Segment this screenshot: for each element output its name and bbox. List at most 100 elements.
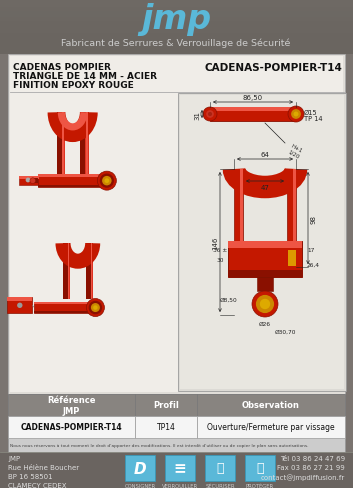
Bar — [135, 416, 197, 438]
Bar — [85, 113, 89, 175]
Text: TP14: TP14 — [157, 423, 175, 431]
Text: Observation: Observation — [242, 401, 300, 409]
Bar — [228, 242, 302, 249]
Bar — [90, 244, 93, 299]
Bar — [10, 57, 343, 392]
Text: Ouverture/Fermeture par vissage: Ouverture/Fermeture par vissage — [207, 423, 335, 431]
Circle shape — [91, 304, 100, 312]
Text: Fabricant de Serrures & Verrouillage de Sécurité: Fabricant de Serrures & Verrouillage de … — [61, 38, 291, 48]
Text: JMP
Rue Hélène Boucher
BP 16 58501
CLAMECY CEDEX: JMP Rue Hélène Boucher BP 16 58501 CLAME… — [8, 455, 79, 488]
Bar — [8, 394, 345, 452]
Bar — [56, 113, 62, 175]
Bar — [0, 22, 353, 24]
Circle shape — [97, 172, 116, 191]
Bar — [86, 113, 88, 175]
Text: VERROUILLER: VERROUILLER — [162, 483, 198, 488]
Text: H+1
1/20: H+1 1/20 — [287, 143, 303, 159]
Bar — [210, 108, 296, 122]
Bar — [85, 244, 90, 299]
Bar — [8, 55, 345, 394]
Bar — [0, 24, 353, 26]
Bar — [210, 108, 296, 112]
Bar — [0, 8, 353, 10]
Bar — [0, 18, 353, 20]
Circle shape — [206, 111, 214, 119]
Bar — [197, 394, 345, 416]
Text: Ø15: Ø15 — [304, 110, 318, 116]
Bar — [68, 244, 70, 299]
Bar — [0, 20, 353, 22]
Text: 146: 146 — [212, 236, 218, 249]
Circle shape — [208, 113, 212, 117]
Circle shape — [102, 177, 112, 186]
Bar — [205, 455, 235, 481]
Bar — [0, 14, 353, 16]
Text: TRIANGLE DE 14 MM - ACIER: TRIANGLE DE 14 MM - ACIER — [13, 72, 157, 81]
Bar — [228, 270, 302, 278]
Text: CONSIGNER: CONSIGNER — [125, 483, 156, 488]
Text: CADENAS POMPIER: CADENAS POMPIER — [13, 63, 111, 72]
Circle shape — [203, 108, 217, 122]
Text: 🔐: 🔐 — [256, 462, 264, 474]
Bar — [257, 278, 273, 291]
Circle shape — [89, 301, 102, 315]
Bar — [91, 244, 92, 299]
Text: Ø26: Ø26 — [259, 321, 271, 326]
Bar — [228, 242, 302, 278]
Text: PROTÉGER: PROTÉGER — [246, 483, 274, 488]
Bar — [288, 250, 296, 266]
Text: TP 14: TP 14 — [304, 116, 323, 122]
Bar — [0, 10, 353, 12]
Bar — [0, 12, 353, 14]
Bar — [62, 113, 64, 175]
Bar — [0, 36, 353, 38]
Text: Ø30,70: Ø30,70 — [275, 329, 297, 334]
Bar — [245, 455, 275, 481]
Bar — [0, 6, 353, 8]
Bar — [240, 170, 243, 242]
Text: 98: 98 — [310, 214, 316, 223]
Bar — [125, 455, 155, 481]
Bar — [0, 32, 353, 34]
Bar — [0, 34, 353, 36]
Text: 30: 30 — [216, 257, 224, 262]
Circle shape — [100, 174, 114, 188]
Text: Ø8,50: Ø8,50 — [220, 297, 238, 302]
Text: ≡: ≡ — [174, 461, 186, 475]
Bar — [0, 16, 353, 18]
Text: FINITION EPOXY ROUGE: FINITION EPOXY ROUGE — [13, 81, 134, 90]
Text: 17: 17 — [307, 248, 315, 253]
Bar — [33, 179, 37, 184]
Bar — [197, 416, 345, 438]
Text: 36 ±: 36 ± — [213, 247, 227, 252]
Bar — [0, 2, 353, 4]
Circle shape — [291, 110, 301, 120]
Bar — [0, 30, 353, 32]
Bar — [0, 0, 353, 55]
Bar — [0, 452, 353, 488]
Circle shape — [104, 179, 109, 183]
Text: 🔒: 🔒 — [216, 462, 224, 474]
Text: Nous nous réservons à tout moment le droit d'apporter des modifications. Il est : Nous nous réservons à tout moment le dro… — [10, 443, 309, 447]
Text: jmp: jmp — [141, 3, 211, 37]
Circle shape — [17, 303, 23, 308]
Bar — [293, 170, 295, 242]
Bar — [34, 302, 99, 314]
Bar — [178, 94, 346, 391]
Bar — [180, 96, 344, 389]
Circle shape — [26, 178, 30, 183]
Text: CADENAS-POMPIER-T14: CADENAS-POMPIER-T14 — [204, 63, 342, 73]
Bar — [165, 455, 195, 481]
Bar — [7, 298, 32, 314]
Circle shape — [256, 295, 274, 313]
Bar — [80, 113, 85, 175]
Bar — [0, 0, 353, 2]
Bar — [37, 175, 112, 188]
Bar — [63, 244, 68, 299]
Bar — [135, 394, 197, 416]
Bar — [0, 4, 353, 6]
Text: CADENAS-POMPIER-T14: CADENAS-POMPIER-T14 — [21, 423, 122, 431]
Text: 47: 47 — [261, 184, 269, 191]
Circle shape — [30, 179, 36, 184]
Text: SÉCURISER: SÉCURISER — [205, 483, 235, 488]
